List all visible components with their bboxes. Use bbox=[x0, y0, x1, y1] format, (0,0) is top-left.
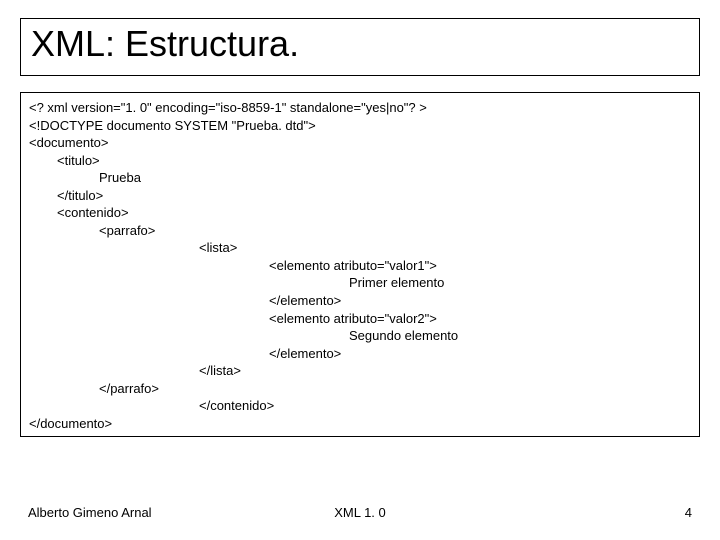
code-line: <!DOCTYPE documento SYSTEM "Prueba. dtd"… bbox=[29, 117, 691, 135]
code-line: </elemento> bbox=[29, 292, 691, 310]
code-box: <? xml version="1. 0" encoding="iso-8859… bbox=[20, 92, 700, 437]
code-line: <? xml version="1. 0" encoding="iso-8859… bbox=[29, 99, 691, 117]
code-line: <documento> bbox=[29, 134, 691, 152]
code-line: <parrafo> bbox=[29, 222, 691, 240]
title-box: XML: Estructura. bbox=[20, 18, 700, 76]
code-line: <lista> bbox=[29, 239, 691, 257]
code-line: </documento> bbox=[29, 415, 691, 433]
code-line: Primer elemento bbox=[29, 274, 691, 292]
code-line: </lista> bbox=[29, 362, 691, 380]
footer-page: 4 bbox=[685, 505, 692, 520]
code-line: </elemento> bbox=[29, 345, 691, 363]
footer-center: XML 1. 0 bbox=[28, 505, 692, 520]
code-line: Prueba bbox=[29, 169, 691, 187]
footer: Alberto Gimeno Arnal XML 1. 0 4 bbox=[28, 505, 692, 520]
code-line: </contenido> bbox=[29, 397, 691, 415]
code-line: Segundo elemento bbox=[29, 327, 691, 345]
slide: XML: Estructura. <? xml version="1. 0" e… bbox=[0, 0, 720, 540]
code-line: <titulo> bbox=[29, 152, 691, 170]
code-line: <contenido> bbox=[29, 204, 691, 222]
code-line: <elemento atributo="valor1"> bbox=[29, 257, 691, 275]
slide-title: XML: Estructura. bbox=[31, 23, 689, 65]
code-line: </parrafo> bbox=[29, 380, 691, 398]
code-line: </titulo> bbox=[29, 187, 691, 205]
code-line: <elemento atributo="valor2"> bbox=[29, 310, 691, 328]
